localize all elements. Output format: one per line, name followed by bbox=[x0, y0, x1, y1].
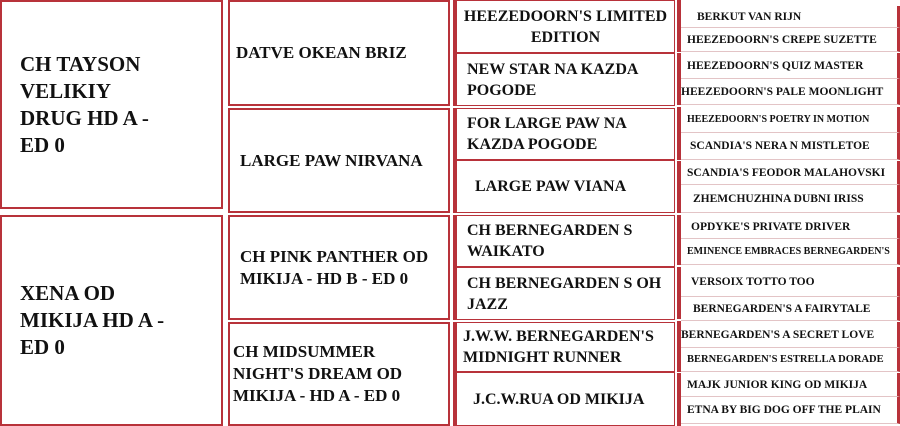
grandparent-name: DATVE OKEAN BRIZ bbox=[236, 43, 407, 62]
great-grandparent-name: LARGE PAW VIANA bbox=[475, 178, 627, 195]
ancestor-name: MAJK JUNIOR KING OD MIKIJA bbox=[687, 378, 868, 391]
ancestor-row: BERNEGARDEN'S ESTRELLA DORADE bbox=[681, 348, 900, 372]
ancestor-name: SCANDIA'S FEODOR MALAHOVSKI bbox=[687, 166, 886, 179]
great-grandparent-box: CH BERNEGARDEN S OH JAZZ bbox=[453, 267, 675, 320]
grandparent-name: LARGE PAW NIRVANA bbox=[240, 150, 423, 170]
great-grandparent-box: J.W.W. BERNEGARDEN'S MIDNIGHT RUNNER bbox=[453, 322, 675, 372]
ancestor-name: ETNA BY BIG DOG OFF THE PLAIN bbox=[687, 404, 881, 416]
ancestor-row: OPDYKE'S PRIVATE DRIVER bbox=[681, 215, 900, 239]
great-grandparent-name: NEW STAR NA KAZDA POGODE bbox=[467, 60, 638, 99]
ancestor-row: BERNEGARDEN'S A FAIRYTALE bbox=[681, 297, 900, 321]
great-grandparent-name: FOR LARGE PAW NA KAZDA POGODE bbox=[467, 115, 626, 153]
ancestor-row: EMINENCE EMBRACES BERNEGARDEN'S bbox=[681, 239, 900, 265]
great-grandparent-box: LARGE PAW VIANA bbox=[453, 160, 675, 213]
ancestor-name: BERKUT VAN RIJN bbox=[697, 10, 802, 23]
divider bbox=[677, 0, 681, 52]
ancestor-name: SCANDIA'S NERA N MISTLETOE bbox=[690, 140, 870, 152]
ancestor-name: OPDYKE'S PRIVATE DRIVER bbox=[691, 220, 851, 233]
ancestor-row: MAJK JUNIOR KING OD MIKIJA bbox=[681, 373, 900, 397]
grandparent-box: CH MIDSUMMER NIGHT'S DREAM OD MIKIJA - H… bbox=[228, 322, 450, 426]
ancestor-row: HEEZEDOORN'S CREPE SUZETTE bbox=[681, 28, 900, 52]
great-grandparent-box: CH BERNEGARDEN S WAIKATO bbox=[453, 215, 675, 267]
divider bbox=[677, 107, 681, 160]
great-grandparent-name: CH BERNEGARDEN S WAIKATO bbox=[467, 222, 633, 260]
ancestor-name: HEEZEDOORN'S PALE MOONLIGHT bbox=[681, 85, 884, 98]
ancestor-row: VERSOIX TOTTO TOO bbox=[681, 267, 900, 297]
ancestor-name: HEEZEDOORN'S POETRY IN MOTION bbox=[687, 114, 870, 125]
ancestor-name: BERNEGARDEN'S A FAIRYTALE bbox=[693, 302, 871, 315]
grandparent-name: CH MIDSUMMER NIGHT'S DREAM OD MIKIJA - H… bbox=[233, 342, 403, 405]
ancestor-row: HEEZEDOORN'S POETRY IN MOTION bbox=[681, 107, 900, 133]
ancestor-row: ZHEMCHUZHINA DUBNI IRISS bbox=[681, 185, 900, 213]
ancestor-row: SCANDIA'S FEODOR MALAHOVSKI bbox=[681, 161, 900, 185]
divider bbox=[677, 373, 681, 426]
ancestor-row: ETNA BY BIG DOG OFF THE PLAIN bbox=[681, 397, 900, 424]
divider bbox=[677, 215, 681, 265]
parent-name: CH TAYSON VELIKIY DRUG HD A - ED 0 bbox=[20, 51, 149, 157]
ancestor-row: HEEZEDOORN'S PALE MOONLIGHT bbox=[681, 79, 900, 105]
ancestor-row: BERNEGARDEN'S A SECRET LOVE bbox=[681, 322, 900, 348]
ancestor-name: HEEZEDOORN'S CREPE SUZETTE bbox=[687, 33, 877, 46]
divider bbox=[677, 321, 681, 372]
great-grandparent-box: FOR LARGE PAW NA KAZDA POGODE bbox=[453, 108, 675, 160]
divider bbox=[677, 53, 681, 105]
great-grandparent-box: NEW STAR NA KAZDA POGODE bbox=[453, 53, 675, 106]
ancestor-row: SCANDIA'S NERA N MISTLETOE bbox=[681, 133, 900, 160]
ancestor-name: BERNEGARDEN'S A SECRET LOVE bbox=[681, 328, 875, 341]
ancestor-name: EMINENCE EMBRACES BERNEGARDEN'S bbox=[687, 246, 890, 257]
grandparent-box: LARGE PAW NIRVANA bbox=[228, 108, 450, 213]
parent-dam: XENA OD MIKIJA HD A - ED 0 bbox=[0, 215, 223, 426]
great-grandparent-box: HEEZEDOORN'S LIMITED EDITION bbox=[453, 0, 675, 53]
parent-sire: CH TAYSON VELIKIY DRUG HD A - ED 0 bbox=[0, 0, 223, 209]
great-grandparent-box: J.C.W.RUA OD MIKIJA bbox=[453, 372, 675, 426]
ancestor-row: BERKUT VAN RIJN bbox=[681, 6, 900, 28]
parent-name: XENA OD MIKIJA HD A - ED 0 bbox=[20, 281, 165, 359]
great-grandparent-name: HEEZEDOORN'S LIMITED EDITION bbox=[463, 7, 668, 46]
grandparent-name: CH PINK PANTHER OD MIKIJA - HD B - ED 0 bbox=[240, 246, 429, 288]
ancestor-name: BERNEGARDEN'S ESTRELLA DORADE bbox=[687, 354, 884, 365]
great-grandparent-name: CH BERNEGARDEN S OH JAZZ bbox=[467, 274, 662, 313]
ancestor-row: HEEZEDOORN'S QUIZ MASTER bbox=[681, 53, 900, 79]
grandparent-box: DATVE OKEAN BRIZ bbox=[228, 0, 450, 106]
divider bbox=[677, 267, 681, 319]
grandparent-box: CH PINK PANTHER OD MIKIJA - HD B - ED 0 bbox=[228, 215, 450, 320]
ancestor-name: VERSOIX TOTTO TOO bbox=[691, 275, 815, 288]
ancestor-name: HEEZEDOORN'S QUIZ MASTER bbox=[687, 59, 864, 72]
great-grandparent-name: J.C.W.RUA OD MIKIJA bbox=[473, 390, 645, 408]
great-grandparent-name: J.W.W. BERNEGARDEN'S MIDNIGHT RUNNER bbox=[463, 328, 654, 366]
divider bbox=[677, 161, 681, 213]
ancestor-name: ZHEMCHUZHINA DUBNI IRISS bbox=[693, 192, 864, 205]
